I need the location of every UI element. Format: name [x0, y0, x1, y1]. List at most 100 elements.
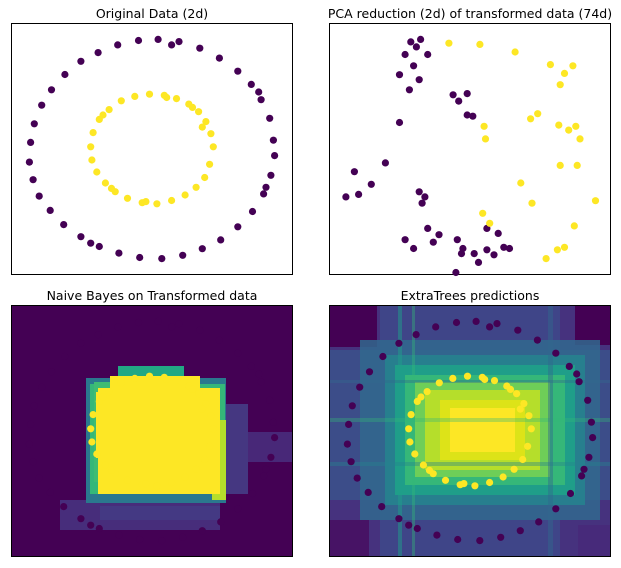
data-point-class-1	[499, 473, 507, 481]
data-point-class-1	[525, 412, 533, 420]
data-point-class-1	[131, 92, 139, 100]
data-point-class-1	[570, 222, 578, 230]
data-point-class-0	[77, 233, 85, 241]
data-point-class-1	[591, 197, 600, 205]
data-point-class-1	[542, 255, 550, 263]
data-point-class-0	[535, 518, 543, 526]
data-point-class-0	[255, 88, 263, 96]
data-point-class-1	[411, 450, 419, 458]
data-point-class-1	[555, 121, 563, 129]
data-point-class-0	[262, 465, 270, 473]
data-point-class-0	[500, 243, 508, 251]
data-point-class-0	[412, 331, 420, 339]
data-point-class-1	[560, 243, 569, 251]
data-point-class-0	[38, 383, 46, 391]
data-point-class-1	[479, 209, 487, 217]
data-point-class-0	[435, 231, 443, 239]
data-point-class-0	[476, 537, 484, 545]
data-point-class-0	[234, 505, 242, 513]
nb-region	[96, 392, 102, 458]
data-point-class-0	[29, 176, 37, 184]
data-point-class-0	[348, 402, 356, 410]
data-point-class-1	[163, 375, 171, 384]
data-point-class-0	[367, 180, 375, 188]
data-point-class-1	[188, 103, 197, 111]
data-point-class-1	[565, 126, 573, 134]
data-point-class-0	[453, 236, 461, 244]
scatter-points-naive-bayes	[25, 317, 279, 545]
data-point-class-0	[452, 268, 460, 277]
data-point-class-0	[115, 249, 123, 257]
data-point-class-1	[87, 425, 95, 433]
data-point-class-1	[123, 476, 132, 484]
data-point-class-0	[455, 97, 463, 105]
data-point-class-0	[87, 521, 95, 529]
data-point-class-1	[198, 123, 206, 131]
data-point-class-0	[248, 489, 257, 498]
nb-region	[100, 506, 220, 520]
data-point-class-0	[46, 206, 54, 214]
data-point-class-1	[572, 122, 580, 130]
data-point-class-0	[196, 326, 204, 334]
data-point-class-0	[472, 317, 480, 325]
data-point-class-0	[179, 533, 187, 541]
data-point-class-1	[528, 199, 536, 207]
data-point-class-0	[271, 434, 279, 442]
data-point-class-0	[269, 136, 277, 144]
data-point-class-1	[198, 405, 206, 413]
data-point-class-0	[449, 91, 457, 99]
data-point-class-0	[255, 370, 263, 378]
data-point-class-0	[217, 236, 225, 244]
data-point-class-1	[481, 135, 490, 143]
data-point-class-0	[217, 518, 225, 526]
et-streak	[329, 380, 611, 383]
data-point-class-1	[435, 379, 443, 387]
data-point-class-0	[35, 474, 43, 482]
data-point-class-1	[520, 400, 528, 408]
data-point-class-1	[206, 442, 214, 450]
data-point-class-0	[565, 362, 573, 370]
data-point-class-0	[378, 503, 386, 511]
data-point-class-1	[202, 118, 210, 126]
data-point-class-0	[77, 339, 85, 347]
data-point-class-0	[486, 323, 494, 331]
data-point-class-0	[134, 36, 143, 45]
data-point-class-0	[234, 349, 242, 357]
data-point-class-0	[136, 535, 144, 544]
data-point-class-0	[248, 207, 257, 216]
data-point-class-0	[342, 193, 350, 201]
data-point-class-0	[95, 524, 103, 533]
data-point-class-0	[407, 38, 415, 46]
data-point-class-1	[407, 411, 415, 419]
data-point-class-0	[61, 70, 69, 79]
data-point-class-0	[179, 251, 187, 259]
data-point-class-0	[463, 90, 471, 98]
data-point-class-1	[519, 455, 527, 464]
data-point-class-0	[266, 396, 274, 404]
data-point-class-1	[516, 405, 524, 413]
data-point-class-0	[585, 453, 593, 461]
data-point-class-0	[575, 378, 583, 386]
panel-title-naive-bayes: Naive Bayes on Transformed data	[47, 288, 258, 303]
data-point-class-1	[202, 400, 210, 408]
data-point-class-0	[234, 67, 242, 75]
data-point-class-1	[192, 465, 200, 473]
data-point-class-1	[131, 374, 139, 382]
data-point-class-0	[262, 183, 270, 191]
scatter-points-extratrees	[343, 317, 597, 545]
data-point-class-0	[395, 118, 404, 127]
axes-frame-original	[11, 23, 293, 275]
data-point-class-0	[47, 86, 56, 94]
data-point-class-0	[168, 323, 176, 331]
data-point-class-1	[527, 115, 535, 123]
data-point-class-0	[61, 352, 69, 361]
data-point-class-0	[433, 531, 441, 539]
data-point-class-1	[573, 161, 581, 169]
data-point-class-1	[486, 478, 494, 487]
data-point-class-0	[364, 488, 372, 496]
data-point-class-1	[419, 461, 427, 469]
data-point-class-1	[209, 143, 217, 151]
et-streak	[548, 305, 553, 557]
data-point-class-0	[429, 238, 437, 246]
data-point-class-0	[46, 488, 54, 496]
